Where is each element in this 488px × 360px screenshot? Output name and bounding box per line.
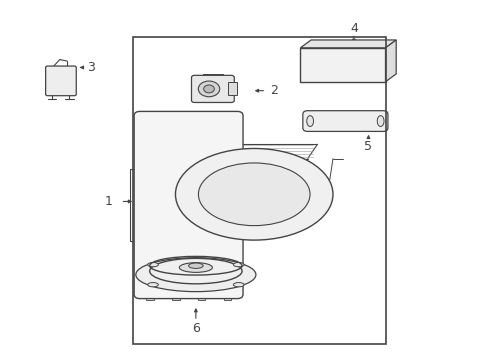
Text: 3: 3: [87, 61, 95, 74]
Bar: [145, 293, 153, 300]
FancyBboxPatch shape: [191, 75, 234, 103]
FancyBboxPatch shape: [134, 111, 243, 298]
Ellipse shape: [136, 258, 255, 292]
Ellipse shape: [175, 148, 332, 240]
Text: 2: 2: [269, 84, 277, 97]
Text: 5: 5: [364, 140, 372, 153]
FancyBboxPatch shape: [302, 111, 387, 131]
Ellipse shape: [233, 283, 244, 287]
Ellipse shape: [147, 262, 158, 267]
Bar: [171, 293, 179, 300]
Ellipse shape: [147, 283, 158, 287]
Ellipse shape: [306, 116, 313, 126]
Ellipse shape: [376, 116, 383, 126]
Text: 1: 1: [104, 195, 112, 208]
Bar: [228, 82, 237, 95]
Text: 4: 4: [349, 22, 357, 35]
Polygon shape: [385, 40, 395, 82]
Ellipse shape: [233, 262, 244, 267]
Polygon shape: [300, 40, 395, 48]
Ellipse shape: [198, 163, 309, 226]
Ellipse shape: [188, 263, 203, 269]
Bar: [132, 37, 385, 344]
Ellipse shape: [179, 263, 212, 273]
Bar: [223, 293, 231, 300]
Bar: [300, 48, 385, 82]
Circle shape: [198, 81, 219, 97]
Circle shape: [203, 85, 214, 93]
Text: 6: 6: [192, 322, 200, 335]
Bar: [197, 293, 205, 300]
Ellipse shape: [149, 258, 242, 284]
FancyBboxPatch shape: [45, 66, 76, 96]
